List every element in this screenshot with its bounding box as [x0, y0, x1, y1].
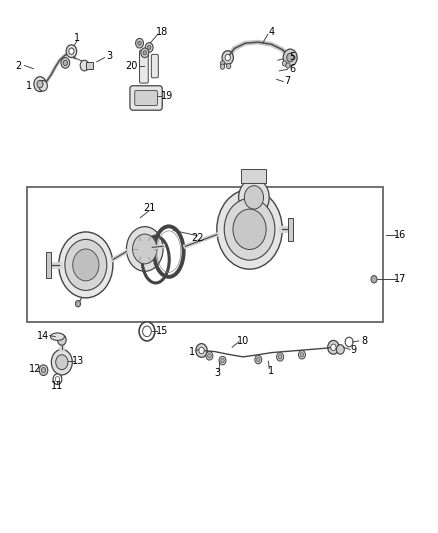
Text: 10: 10 — [237, 336, 249, 346]
Circle shape — [145, 43, 153, 52]
Circle shape — [298, 351, 305, 359]
FancyBboxPatch shape — [140, 50, 148, 83]
Circle shape — [225, 54, 230, 61]
Circle shape — [206, 352, 213, 360]
Circle shape — [219, 357, 226, 365]
Bar — [241, 169, 266, 182]
Circle shape — [75, 301, 81, 307]
Circle shape — [300, 353, 304, 357]
Circle shape — [220, 61, 225, 66]
Circle shape — [226, 63, 231, 69]
Circle shape — [136, 38, 144, 48]
Circle shape — [283, 61, 287, 66]
Circle shape — [224, 198, 275, 260]
Circle shape — [41, 368, 46, 373]
Circle shape — [221, 359, 224, 363]
Circle shape — [217, 189, 283, 269]
Ellipse shape — [50, 333, 64, 341]
Circle shape — [53, 374, 62, 384]
Text: 1: 1 — [26, 81, 32, 91]
Text: 22: 22 — [191, 233, 203, 244]
Circle shape — [277, 353, 284, 361]
Circle shape — [59, 232, 113, 298]
Circle shape — [233, 209, 266, 249]
Text: 15: 15 — [156, 326, 169, 336]
Circle shape — [69, 48, 74, 54]
Text: 21: 21 — [143, 203, 155, 213]
Bar — [27, 187, 383, 322]
Circle shape — [148, 45, 151, 50]
Text: 16: 16 — [394, 230, 406, 240]
FancyBboxPatch shape — [135, 91, 157, 106]
Circle shape — [239, 179, 269, 216]
Circle shape — [287, 53, 293, 62]
Bar — [86, 62, 93, 69]
Text: 1: 1 — [74, 33, 80, 43]
Text: 6: 6 — [289, 64, 295, 74]
Circle shape — [34, 77, 46, 92]
Circle shape — [208, 354, 211, 358]
Circle shape — [56, 355, 68, 369]
Text: 14: 14 — [37, 330, 49, 341]
Circle shape — [345, 337, 353, 347]
Circle shape — [65, 239, 107, 290]
Circle shape — [331, 344, 336, 351]
Text: 12: 12 — [28, 364, 41, 374]
Circle shape — [61, 58, 70, 68]
Circle shape — [220, 64, 225, 69]
Circle shape — [222, 51, 233, 64]
FancyBboxPatch shape — [130, 86, 162, 110]
Text: 3: 3 — [215, 368, 221, 378]
Circle shape — [37, 80, 43, 88]
Circle shape — [279, 355, 282, 359]
Text: 9: 9 — [350, 345, 356, 356]
Circle shape — [286, 63, 290, 68]
Text: 7: 7 — [284, 77, 290, 86]
Text: 19: 19 — [160, 91, 173, 101]
Circle shape — [138, 41, 141, 45]
Text: 5: 5 — [289, 52, 296, 61]
Circle shape — [80, 60, 89, 71]
Circle shape — [139, 322, 155, 341]
Text: 1: 1 — [189, 346, 195, 357]
Circle shape — [255, 356, 262, 364]
Bar — [46, 252, 51, 278]
Text: 3: 3 — [106, 51, 112, 61]
Text: 20: 20 — [126, 61, 138, 70]
Circle shape — [39, 365, 48, 375]
Circle shape — [336, 345, 344, 354]
Text: 11: 11 — [51, 381, 64, 391]
Circle shape — [199, 348, 204, 354]
Circle shape — [141, 48, 149, 58]
Circle shape — [244, 185, 264, 209]
Circle shape — [73, 249, 99, 281]
Text: 17: 17 — [394, 274, 406, 284]
Text: 18: 18 — [156, 27, 168, 37]
Circle shape — [143, 51, 147, 55]
Bar — [288, 217, 293, 241]
Circle shape — [283, 49, 297, 66]
Text: 13: 13 — [72, 356, 85, 366]
Circle shape — [63, 60, 67, 66]
Circle shape — [51, 350, 72, 375]
Circle shape — [57, 335, 66, 345]
FancyBboxPatch shape — [151, 54, 158, 78]
Text: 1: 1 — [268, 366, 274, 376]
Circle shape — [257, 358, 260, 362]
Circle shape — [133, 234, 157, 264]
Circle shape — [143, 326, 151, 337]
Circle shape — [196, 344, 207, 358]
Text: 2: 2 — [15, 61, 21, 70]
Circle shape — [328, 341, 339, 354]
Circle shape — [127, 227, 163, 271]
Circle shape — [371, 276, 377, 283]
Circle shape — [66, 45, 77, 58]
Text: 8: 8 — [361, 336, 367, 346]
Circle shape — [39, 80, 47, 91]
Text: 4: 4 — [268, 27, 275, 37]
Circle shape — [55, 376, 60, 382]
